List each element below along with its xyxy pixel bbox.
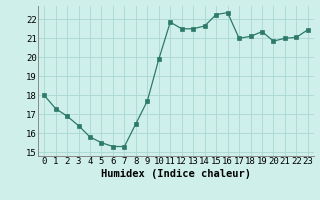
X-axis label: Humidex (Indice chaleur): Humidex (Indice chaleur) [101, 169, 251, 179]
